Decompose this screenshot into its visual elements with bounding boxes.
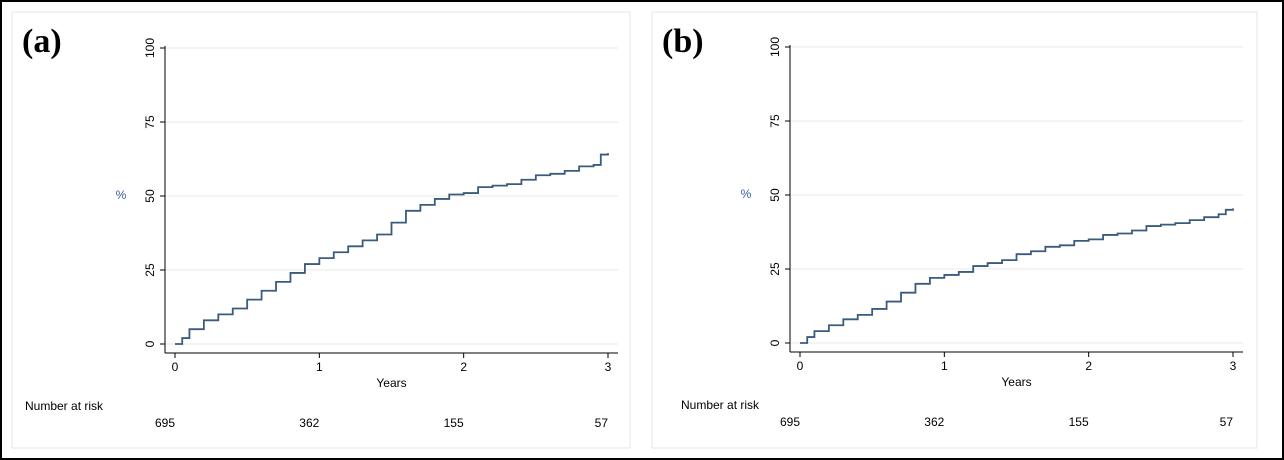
- curve: [175, 153, 609, 345]
- x-tick-label: 2: [460, 360, 467, 374]
- x-tick-label: 0: [172, 360, 179, 374]
- risk-value: 362: [299, 416, 319, 430]
- panel-title: (b): [662, 23, 704, 60]
- y-axis-label: %: [116, 188, 127, 202]
- risk-value: 695: [780, 415, 800, 429]
- risk-value: 155: [1069, 415, 1089, 429]
- y-tick-label: 75: [768, 114, 782, 128]
- y-tick-label: 75: [143, 115, 157, 129]
- y-tick-label: 100: [143, 38, 157, 58]
- risk-value: 155: [444, 416, 464, 430]
- y-tick-label: 25: [143, 263, 157, 277]
- x-axis-label: Years: [376, 376, 406, 390]
- y-tick-label: 50: [143, 189, 157, 203]
- x-axis-label: Years: [1001, 375, 1031, 389]
- x-tick-label: 1: [316, 360, 323, 374]
- x-tick-label: 1: [941, 359, 948, 373]
- risk-label: Number at risk: [681, 398, 760, 412]
- risk-label: Number at risk: [25, 399, 104, 413]
- risk-value: 57: [1220, 415, 1234, 429]
- y-axis-label: %: [741, 187, 752, 201]
- panel-frame: [11, 11, 631, 449]
- panel-title: (a): [22, 23, 62, 60]
- x-tick-label: 2: [1085, 359, 1092, 373]
- y-tick-label: 100: [768, 37, 782, 57]
- risk-value: 57: [595, 416, 609, 430]
- y-tick-label: 0: [768, 339, 782, 346]
- risk-value: 695: [155, 416, 175, 430]
- y-tick-label: 0: [143, 340, 157, 347]
- y-tick-label: 25: [768, 262, 782, 276]
- curve: [800, 208, 1234, 344]
- risk-value: 362: [924, 415, 944, 429]
- x-tick-label: 0: [797, 359, 804, 373]
- x-tick-label: 3: [1230, 359, 1237, 373]
- y-tick-label: 50: [768, 188, 782, 202]
- x-tick-label: 3: [605, 360, 612, 374]
- panel-frame: [651, 11, 1258, 449]
